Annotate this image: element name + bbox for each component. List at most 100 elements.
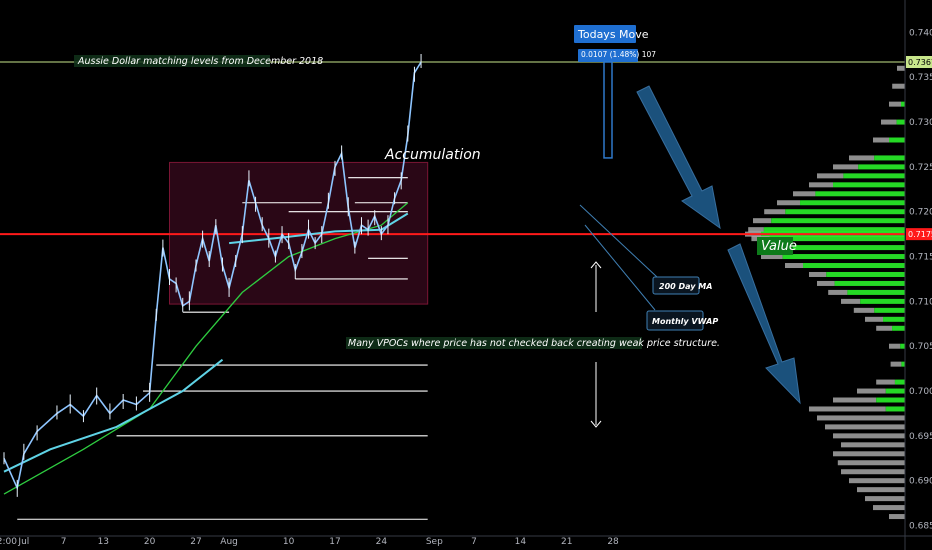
profile-bar-green [876,397,905,403]
arrowhead-down [590,420,602,428]
profile-bar-gray [817,415,905,421]
profile-bar-gray [809,182,833,188]
profile-bar-green [771,218,905,224]
x-tick-label: 12:00 [0,537,17,547]
profile-bar-gray [764,209,786,215]
profile-bar-green [892,325,905,331]
profile-bar-gray [889,343,901,349]
profile-bar-gray [817,173,844,179]
todays-move-detail-badge [578,49,638,62]
vwap-pointer [584,224,656,311]
ma200-pointer [579,204,658,278]
profile-bar-green [885,406,905,412]
x-tick-label: Sep [426,537,443,547]
profile-bar-gray [892,83,905,89]
profile-bar-gray [881,119,897,125]
profile-bar-green [778,245,905,251]
profile-bar-gray [809,271,827,277]
x-tick-label: 20 [144,537,156,547]
profile-bar-green [803,263,905,269]
profile-bar-gray [825,424,905,430]
profile-bar-green [815,191,905,197]
profile-bar-gray [793,191,816,197]
profile-bar-green [874,155,905,161]
price-badge-label: 0.7367 [908,58,932,67]
profile-bar-green [858,164,905,170]
profile-bar-green [826,271,905,277]
profile-bar-green [883,316,905,322]
price-badge [906,228,932,241]
profile-bar-gray [828,289,848,295]
todays-move-bracket [603,61,613,159]
vwap-line [3,358,224,473]
x-tick-label: Jul [17,537,29,547]
profile-bar-gray [849,155,875,161]
x-tick-label: 14 [515,537,527,547]
profile-bar-green [834,280,905,286]
profile-bar-gray [809,406,886,412]
x-tick-label: 27 [190,537,201,547]
profile-bar-gray [817,280,835,286]
vpoc-note-bg [346,337,642,349]
profile-bar-gray [761,254,783,260]
price-series [3,54,422,497]
profile-bar-gray [889,514,905,520]
x-tick-label: 21 [561,537,572,547]
ma200-callout: 200 Day MA [659,282,712,291]
vpoc-note: Many VPOCs where price has not checked b… [348,338,720,349]
profile-bar-gray [785,263,803,269]
todays-move-detail: 0.0107 (1.48%) 107 [581,50,656,59]
x-tick-label: 28 [607,537,619,547]
profile-bar-gray [777,200,801,206]
profile-bar-gray [833,451,905,457]
profile-bar-green [889,137,905,143]
accumulation-label: Accumulation [384,147,481,163]
profile-bar-gray [890,361,902,367]
profile-bar-gray [849,478,905,484]
profile-bar-gray [897,65,905,71]
profile-bar-green [900,343,905,349]
profile-bar-gray [833,433,905,439]
todays-move-badge [574,25,636,43]
profile-bar-green [763,227,905,233]
profile-bar-gray [873,137,889,143]
profile-bar-gray [853,307,875,313]
profile-bar-green [800,200,905,206]
profile-bar-gray [833,397,877,403]
profile-bar-gray [841,469,905,475]
annotations [74,25,801,428]
profile-bar-gray [841,442,905,448]
profile-bar-green [896,119,905,125]
x-tick-label: 24 [376,537,388,547]
vwap-callout: Monthly VWAP [652,317,718,326]
x-tick-label: 10 [283,537,295,547]
profile-bar-gray [833,164,859,170]
profile-bar-gray [748,227,764,233]
profile-bar-green [833,182,905,188]
ma200-callout-box [652,276,700,295]
profile-bar-green [843,173,905,179]
profile-bar-green [847,289,905,295]
x-tick-label: Aug [220,537,238,547]
profile-bar-gray [865,496,905,502]
arrow-lower [727,243,801,405]
price-badge-label: 0.7175 [908,230,932,239]
profile-bar-green [894,379,905,385]
profile-bar-green [785,209,905,215]
profile-bar-gray [841,298,861,304]
price-badge [906,56,932,68]
profile-bar-gray [876,379,895,385]
